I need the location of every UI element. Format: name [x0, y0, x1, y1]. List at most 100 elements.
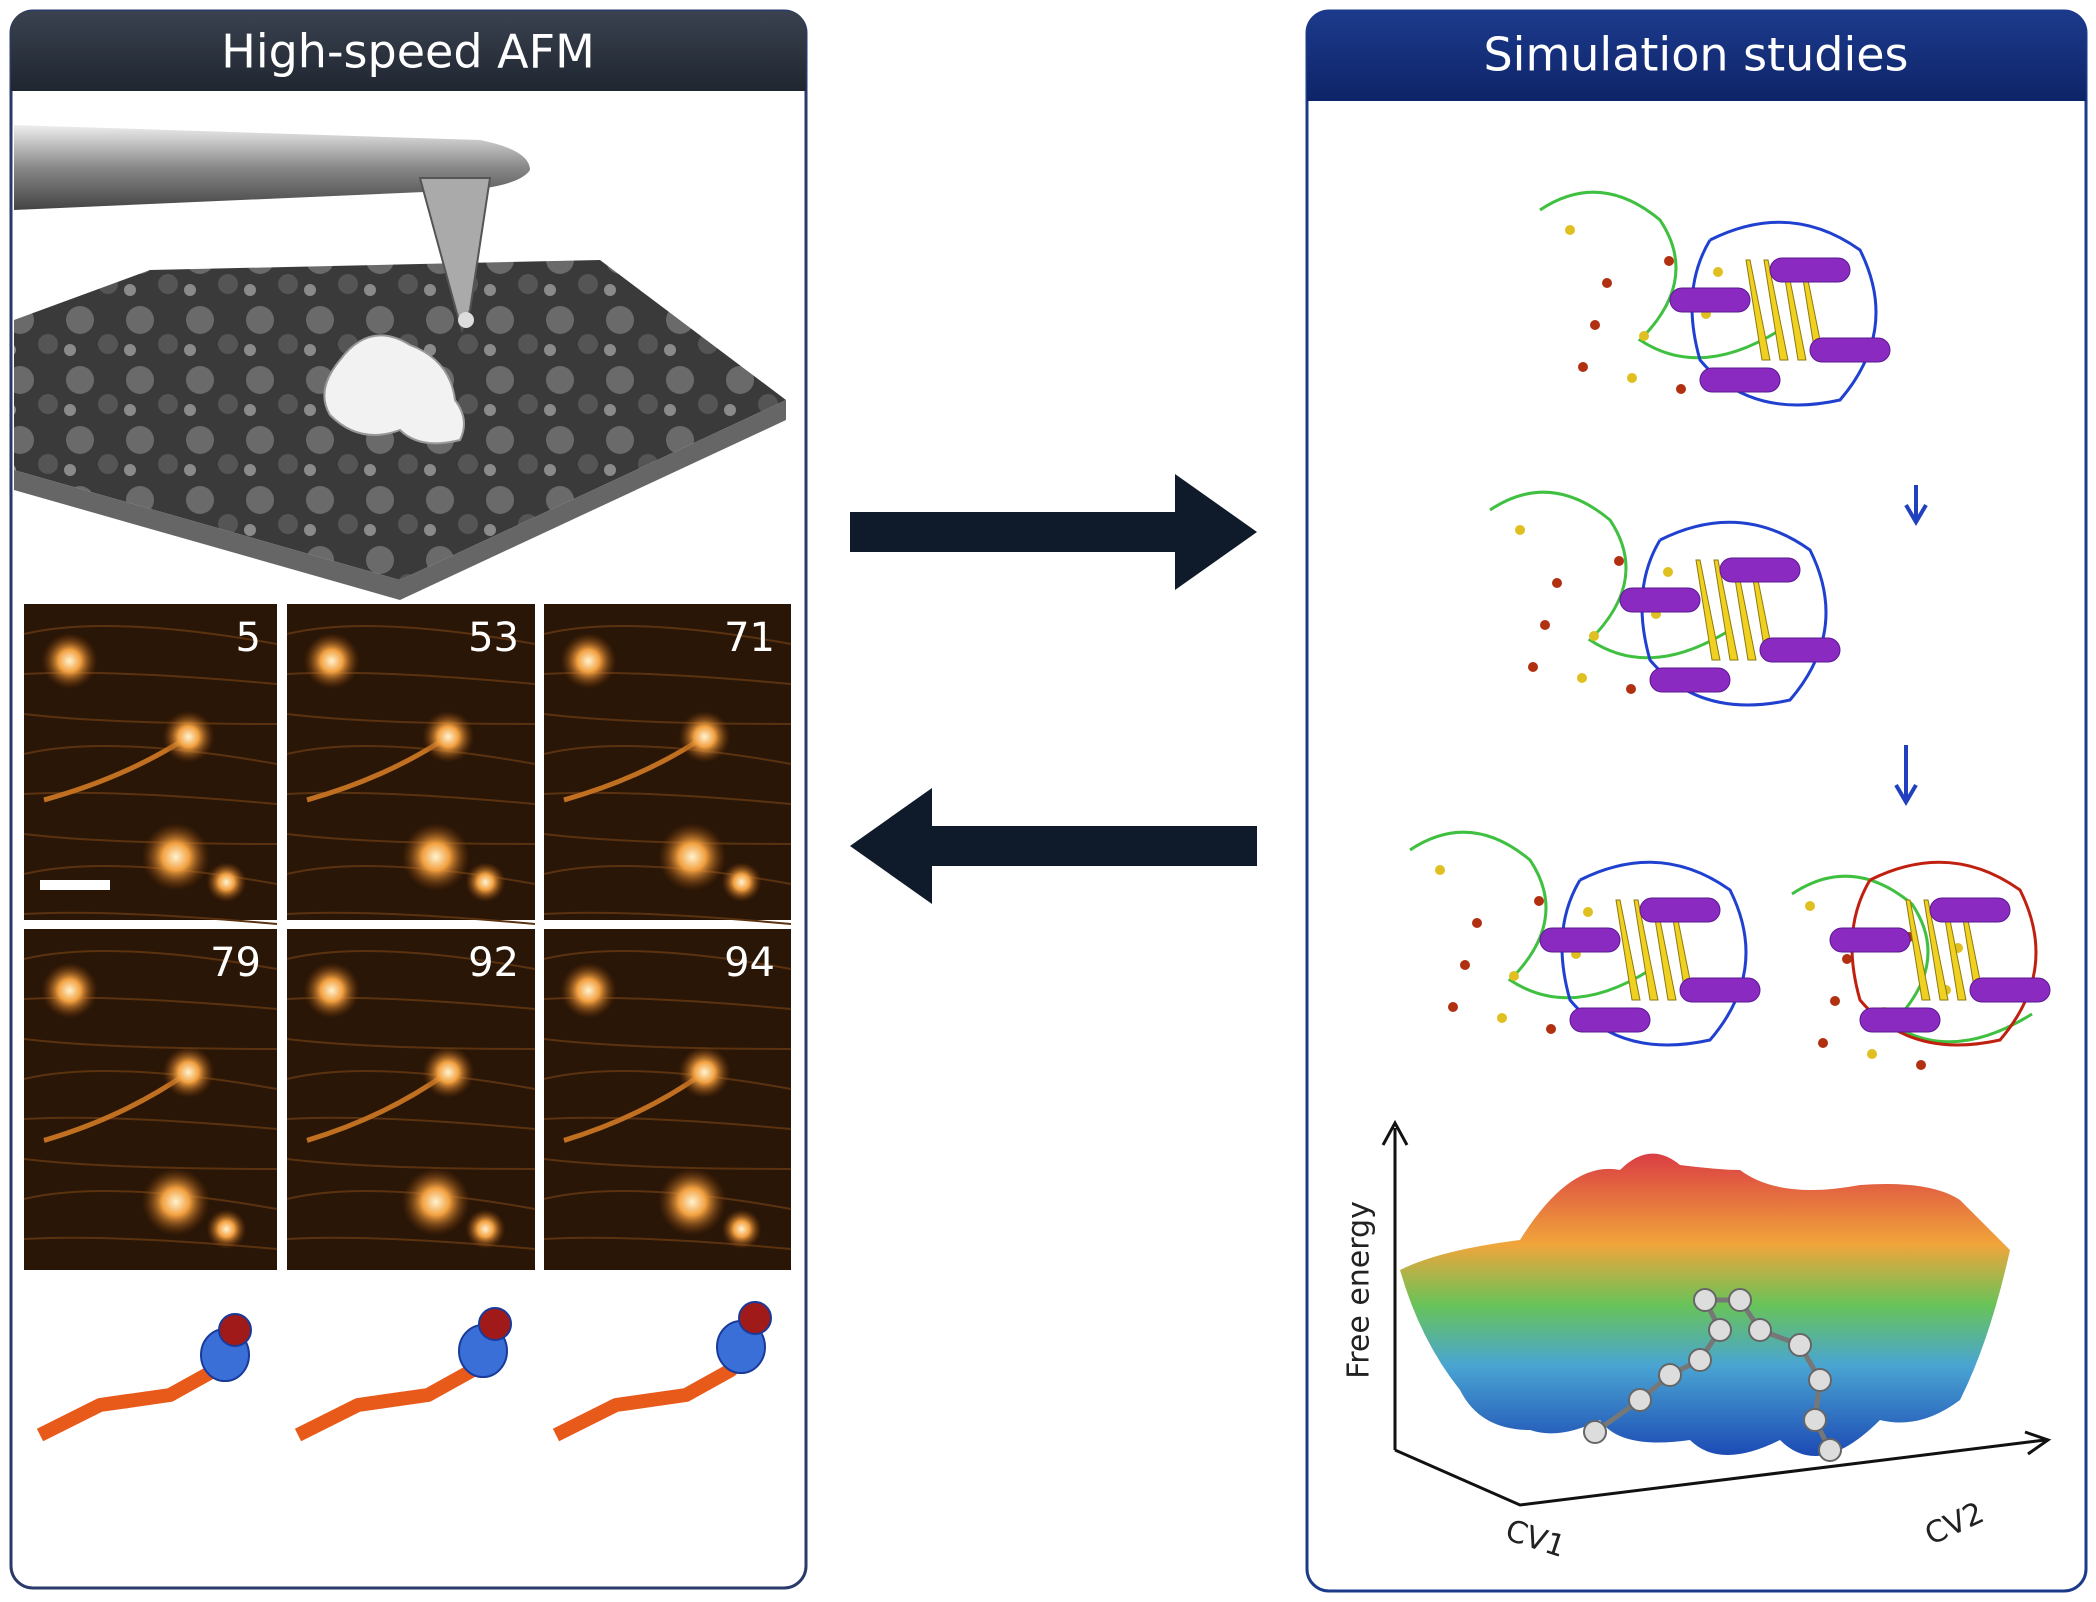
beta-sheet [1923, 899, 1949, 1001]
cartoon [36, 1313, 252, 1442]
protein-blob [303, 632, 360, 689]
protein-blob [560, 962, 617, 1019]
nucleotide [1916, 1060, 1926, 1070]
nucleotide [1664, 256, 1674, 266]
rna-chain [1791, 874, 2033, 1044]
red-domain [218, 1313, 252, 1347]
nucleotide [1497, 1013, 1507, 1023]
helix [1539, 927, 1621, 953]
protein-blob [721, 1209, 762, 1250]
nucleotide [1534, 896, 1544, 906]
cartoon [552, 1301, 772, 1442]
filament [543, 1038, 792, 1050]
protein-structure [1539, 190, 1891, 407]
filament [23, 1190, 278, 1210]
afm-frame: 71 [543, 604, 792, 925]
nucleotide [1448, 1002, 1458, 1012]
filament [23, 1038, 278, 1050]
filament [286, 1070, 536, 1090]
helix [1759, 637, 1841, 663]
nucleotide [1589, 631, 1599, 641]
protein-blob [41, 962, 98, 1019]
nucleotide [1818, 1038, 1828, 1048]
rna-chain [1539, 190, 1781, 360]
nucleotide [1435, 865, 1445, 875]
nucleotide [1842, 954, 1852, 964]
helix [1569, 1007, 1651, 1033]
red-domain [738, 1301, 772, 1335]
afm-frame: 94 [543, 929, 792, 1270]
frame-number: 92 [468, 940, 519, 986]
nucleotide [1627, 373, 1637, 383]
filament [286, 911, 536, 925]
y-axis-label: Free energy [1342, 1201, 1377, 1379]
beta-sheet [1745, 259, 1771, 361]
protein-blob [465, 1209, 506, 1250]
filament [23, 745, 278, 765]
helix [1769, 257, 1851, 283]
nucleotide [1540, 620, 1550, 630]
filament [23, 950, 278, 970]
loops [1560, 860, 1748, 1047]
protein-blob [162, 1046, 215, 1099]
protein-blob [721, 862, 762, 903]
filament [543, 833, 792, 845]
nucleotide [1602, 278, 1612, 288]
protein-blob [465, 862, 506, 903]
filament [23, 833, 278, 845]
helix [1649, 667, 1731, 693]
protein-blob [141, 822, 210, 891]
frame-number: 53 [468, 615, 519, 661]
beta-sheet [1763, 259, 1789, 361]
protein-blob [401, 822, 470, 891]
filament [23, 911, 278, 925]
nucleotide [1867, 1049, 1877, 1059]
helix [1969, 977, 2051, 1003]
helix [1679, 977, 1761, 1003]
filament [23, 791, 278, 805]
nucleotide [1713, 267, 1723, 277]
protein-blob [678, 1046, 731, 1099]
filament [286, 713, 536, 725]
filament [286, 833, 536, 845]
rna-chain [1409, 830, 1651, 1000]
protein-structure [1409, 830, 1761, 1047]
nucleotide [1663, 567, 1673, 577]
beta-sheet [1713, 559, 1739, 661]
nucleotide [1515, 525, 1525, 535]
nucleotide [1577, 673, 1587, 683]
protein-blob [206, 862, 247, 903]
filament [23, 1116, 278, 1130]
frame-number: 94 [724, 940, 775, 986]
filament [543, 1158, 792, 1170]
filament [286, 1190, 536, 1210]
loops [1690, 220, 1878, 407]
afm-frame: 53 [286, 604, 536, 925]
protein-blob [41, 632, 98, 689]
protein-structure [1791, 860, 2051, 1070]
nucleotide [1676, 384, 1686, 394]
nucleotide [1583, 907, 1593, 917]
protein-blob [141, 1167, 210, 1236]
beta-sheet [1633, 899, 1659, 1001]
nucleotide [1460, 960, 1470, 970]
nucleotide [1546, 1024, 1556, 1034]
helix [1859, 1007, 1941, 1033]
protein-blob [401, 1167, 470, 1236]
filament [543, 625, 792, 645]
nucleotide [1626, 684, 1636, 694]
afm-frame: 5 [23, 604, 278, 925]
filament [543, 950, 792, 970]
beta-sheet [1905, 899, 1931, 1001]
beta-sheet [1695, 559, 1721, 661]
nucleotide [1472, 918, 1482, 928]
protein-structure [1489, 490, 1841, 707]
filament [286, 791, 536, 805]
afm-panel: High-speed AFM 5 53 71 79 92 94 [9, 9, 808, 1590]
filament [543, 791, 792, 805]
protein-blob [422, 1046, 475, 1099]
frame-number: 5 [236, 615, 261, 661]
protein-blob [206, 1209, 247, 1250]
cartoon [294, 1307, 512, 1442]
